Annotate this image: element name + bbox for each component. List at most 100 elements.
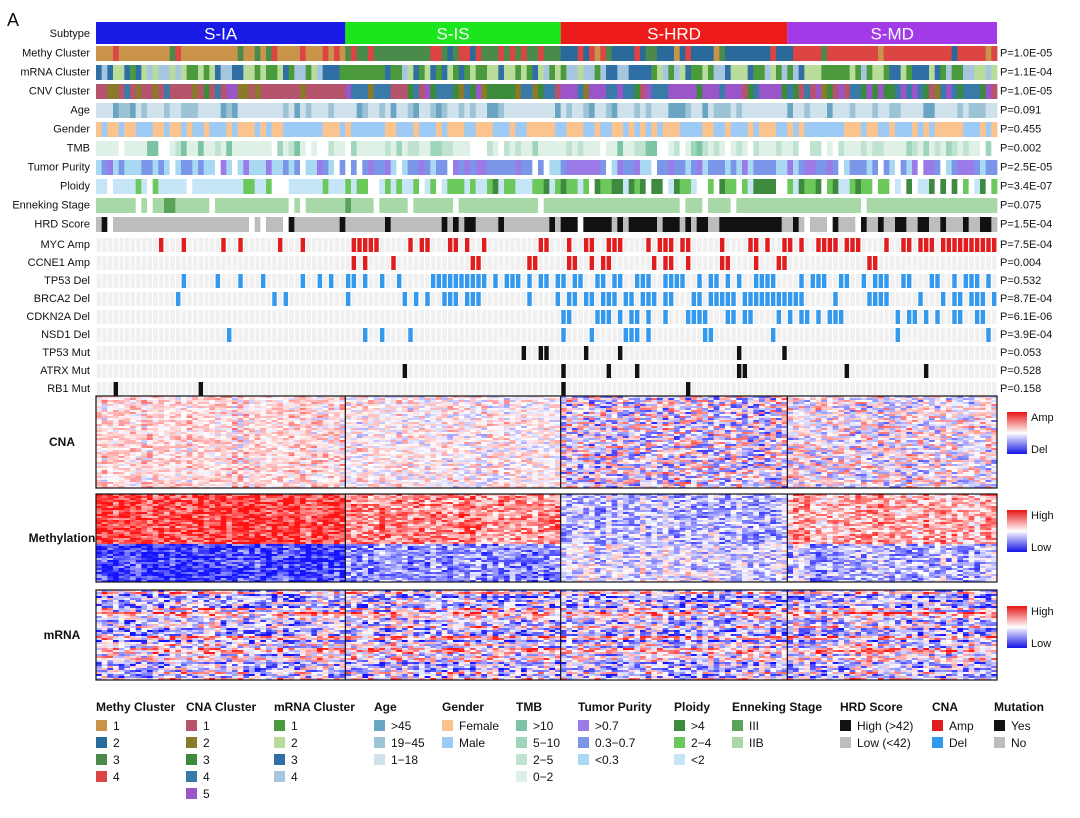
alteration-cell [669, 382, 673, 396]
alteration-cell [771, 310, 775, 324]
alteration-cell [590, 238, 594, 252]
track-cell [96, 103, 102, 118]
track-cell [821, 46, 827, 61]
alteration-cell [760, 364, 764, 378]
alteration-cell [255, 328, 259, 342]
track-cell [697, 65, 703, 80]
alteration-cell [346, 274, 350, 288]
track-cell [668, 122, 674, 137]
alteration-cell [680, 346, 684, 360]
alteration-cell [408, 328, 412, 342]
alteration-cell [765, 292, 769, 306]
track-cell [221, 179, 227, 194]
alteration-cell [714, 310, 718, 324]
track-cell [413, 65, 419, 80]
track-cell [351, 122, 357, 137]
track-cell [408, 141, 414, 156]
track-cell [929, 217, 935, 232]
alteration-cell [658, 238, 662, 252]
alteration-cell [805, 238, 809, 252]
track-cell [782, 122, 788, 137]
alteration-cell [193, 274, 197, 288]
track-cell [872, 122, 878, 137]
alteration-cell [136, 346, 140, 360]
track-cell [464, 65, 470, 80]
track-cell [413, 160, 419, 175]
track-cell [816, 84, 822, 99]
track-cell [906, 103, 912, 118]
track-label-age: Age [70, 105, 90, 117]
track-cell [770, 103, 776, 118]
track-cell [600, 160, 606, 175]
alteration-cell [850, 346, 854, 360]
subtype-label-s-is: S-IS [436, 25, 469, 44]
alteration-cell [958, 238, 962, 252]
alteration-cell [556, 364, 560, 378]
alteration-cell [442, 238, 446, 252]
alteration-cell [522, 328, 526, 342]
alteration-cell [641, 310, 645, 324]
alteration-cell [142, 310, 146, 324]
alteration-cell [697, 328, 701, 342]
alteration-cell [329, 328, 333, 342]
track-cell [725, 65, 731, 80]
track-cell [487, 198, 493, 213]
track-cell [187, 217, 193, 232]
track-cell [612, 103, 618, 118]
alteration-cell [250, 256, 254, 270]
track-cell [957, 179, 963, 194]
alteration-cell [544, 238, 548, 252]
track-cell [583, 103, 589, 118]
track-cell [170, 122, 176, 137]
track-cell [430, 160, 436, 175]
track-cell [793, 84, 799, 99]
genomic-label-atrx-mut: ATRX Mut [40, 365, 90, 377]
pvalue-ploidy: P=3.4E-07 [1000, 181, 1052, 193]
track-cell [980, 65, 986, 80]
alteration-cell [352, 310, 356, 324]
track-cell [391, 217, 397, 232]
track-cell [889, 46, 895, 61]
track-cell [974, 217, 980, 232]
alteration-cell [352, 382, 356, 396]
alteration-cell [828, 310, 832, 324]
track-cell [204, 103, 210, 118]
track-cell [147, 160, 153, 175]
track-cell [606, 160, 612, 175]
track-cell [538, 160, 544, 175]
alteration-cell [374, 292, 378, 306]
alteration-cell [901, 346, 905, 360]
alteration-cell [686, 256, 690, 270]
track-cell [425, 84, 431, 99]
track-cell [680, 160, 686, 175]
alteration-cell [272, 292, 276, 306]
track-cell [521, 65, 527, 80]
subtype-heatmap-figure: ASubtype S-IA S-IS S-HRD S-MDMethy Cluster P=… [0, 0, 1080, 818]
track-cell [515, 46, 521, 61]
track-cell [493, 65, 499, 80]
alteration-cell [431, 238, 435, 252]
track-cell [844, 65, 850, 80]
pvalue-gender: P=0.455 [1000, 124, 1041, 136]
track-cell [510, 179, 516, 194]
track-cell [804, 198, 810, 213]
alteration-cell [652, 310, 656, 324]
alteration-cell [369, 310, 373, 324]
alteration-cell [250, 238, 254, 252]
track-cell [918, 179, 924, 194]
track-cell [198, 46, 204, 61]
alteration-cell [720, 274, 724, 288]
track-cell [385, 160, 391, 175]
track-cell [328, 122, 334, 137]
alteration-cell [714, 364, 718, 378]
alteration-cell [131, 364, 135, 378]
track-cell [317, 46, 323, 61]
track-cell [164, 217, 170, 232]
alteration-cell [975, 364, 979, 378]
track-cell [107, 198, 113, 213]
track-cell [697, 122, 703, 137]
track-cell [442, 65, 448, 80]
alteration-cell [969, 328, 973, 342]
track-cell [855, 122, 861, 137]
track-cell [238, 198, 244, 213]
